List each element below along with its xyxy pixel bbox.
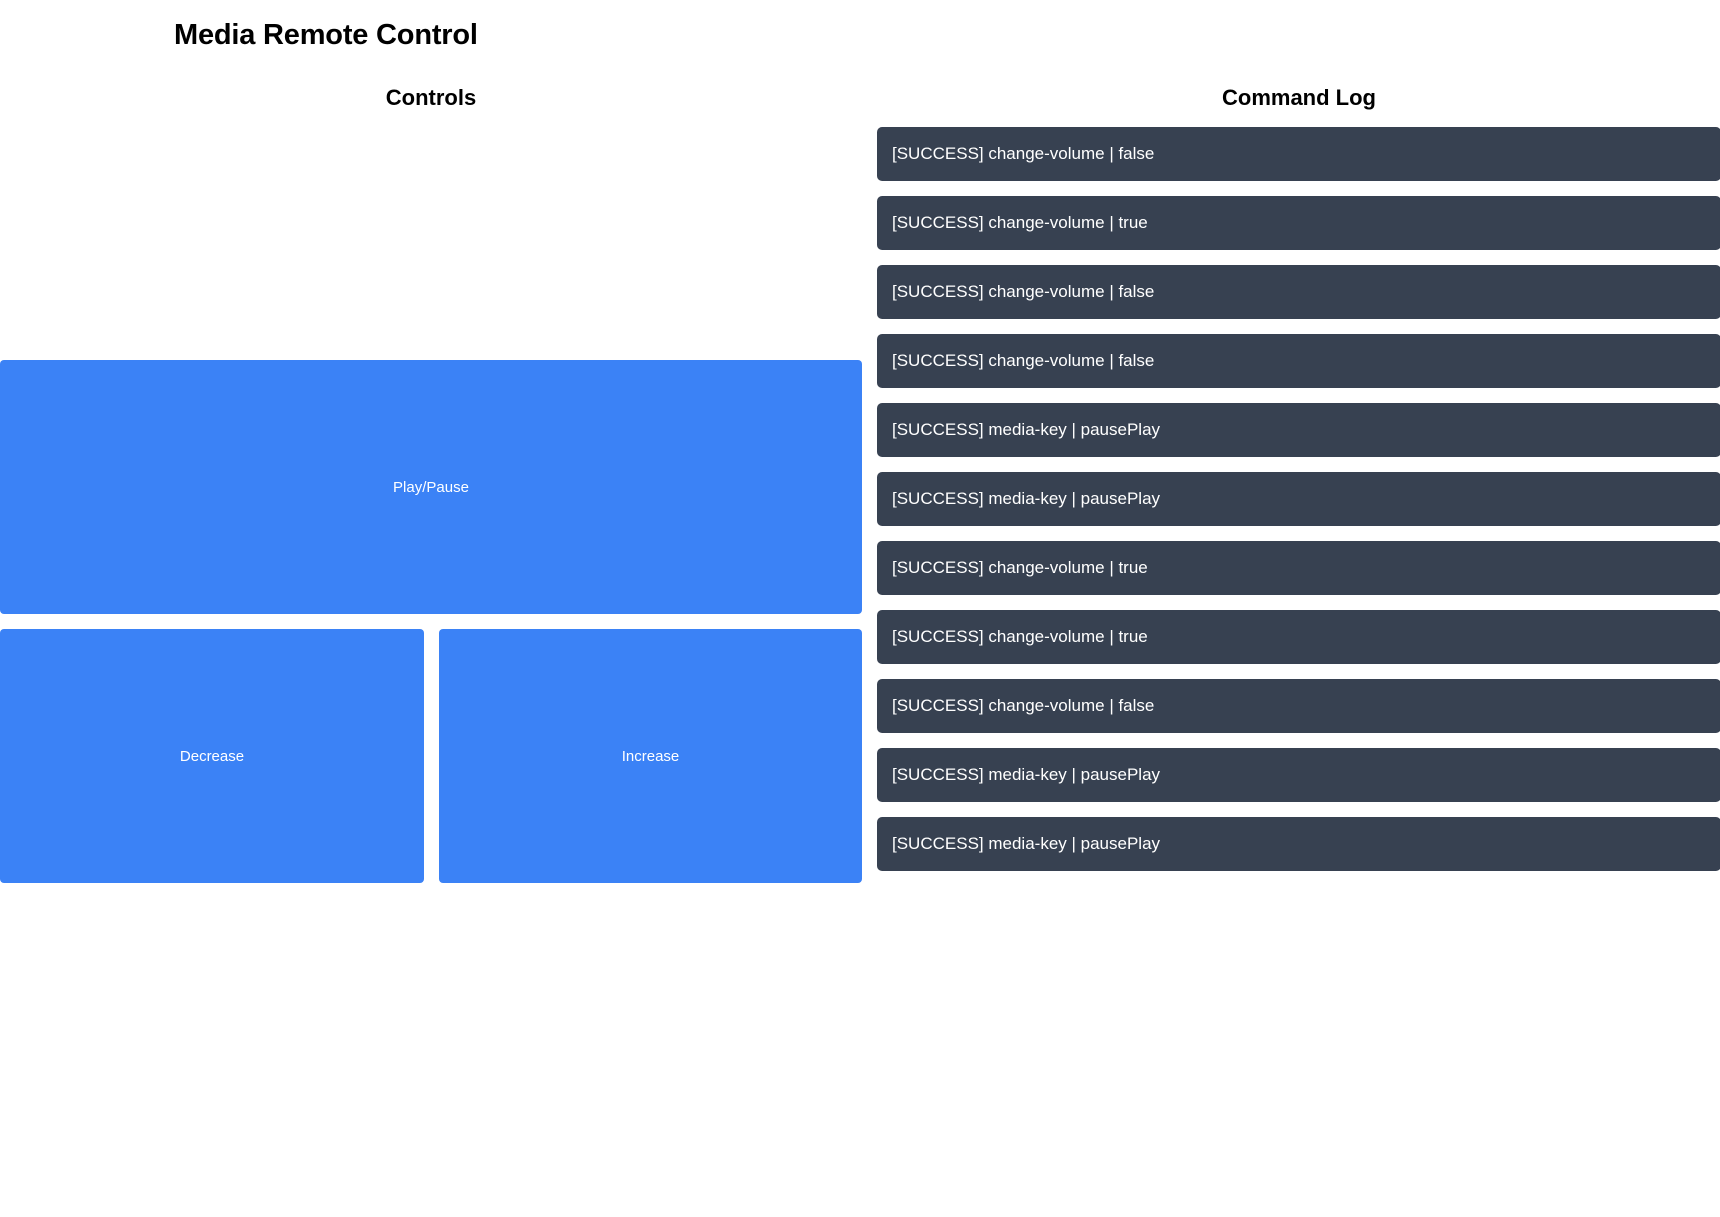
log-entry: [SUCCESS] change-volume | true (877, 196, 1720, 250)
log-entry: [SUCCESS] media-key | pausePlay (877, 748, 1720, 802)
log-entry: [SUCCESS] change-volume | true (877, 541, 1720, 595)
log-entry: [SUCCESS] media-key | pausePlay (877, 472, 1720, 526)
command-log-panel: Command Log [SUCCESS] change-volume | fa… (877, 80, 1720, 871)
increase-volume-button[interactable]: Increase (439, 629, 862, 883)
log-entry: [SUCCESS] change-volume | false (877, 127, 1720, 181)
page-title: Media Remote Control (174, 19, 478, 51)
controls-heading: Controls (385, 85, 477, 110)
command-log-heading: Command Log (1222, 85, 1376, 110)
log-entry: [SUCCESS] change-volume | false (877, 265, 1720, 319)
log-entry: [SUCCESS] change-volume | false (877, 679, 1720, 733)
command-log-list: [SUCCESS] change-volume | false [SUCCESS… (877, 127, 1720, 886)
log-entry: [SUCCESS] media-key | pausePlay (877, 817, 1720, 871)
log-entry: [SUCCESS] media-key | pausePlay (877, 403, 1720, 457)
play-pause-button[interactable]: Play/Pause (0, 360, 862, 614)
controls-panel: Controls Play/Pause Decrease Increase (0, 80, 862, 886)
log-entry: [SUCCESS] change-volume | false (877, 334, 1720, 388)
log-entry: [SUCCESS] change-volume | true (877, 610, 1720, 664)
decrease-volume-button[interactable]: Decrease (0, 629, 424, 883)
